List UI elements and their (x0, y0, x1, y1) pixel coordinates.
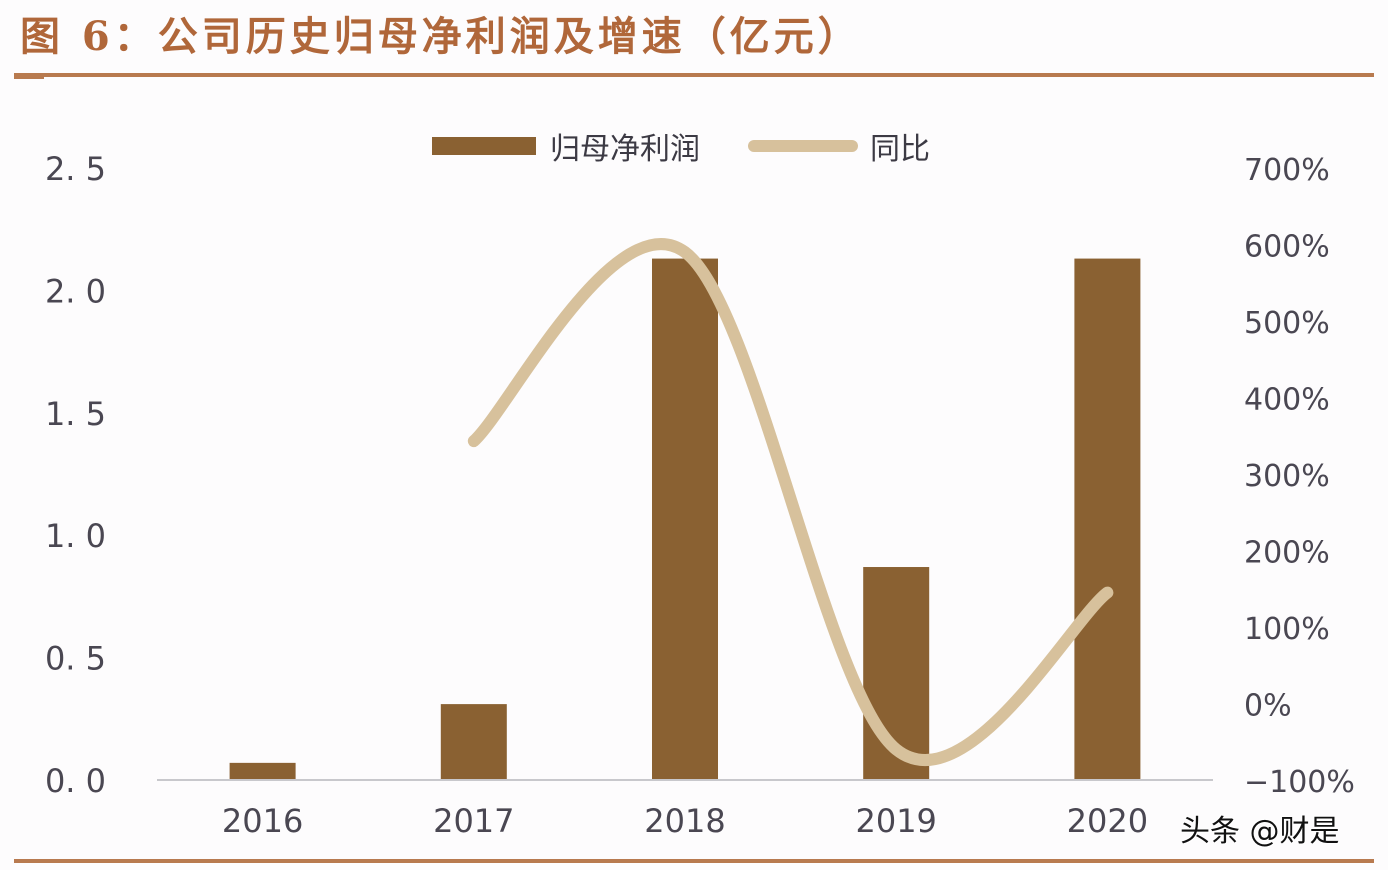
bottom-divider (14, 859, 1374, 863)
bar-2017 (440, 704, 507, 780)
y2-axis-tick-label: 400% (1244, 383, 1330, 418)
yoy-growth-line (467, 238, 1114, 766)
y-axis-tick-label: 1. 5 (45, 395, 106, 433)
y-axis-tick-label: 0. 5 (45, 640, 106, 678)
y2-axis-tick-label: 0% (1244, 689, 1292, 724)
y2-axis-tick-label: −100% (1244, 765, 1355, 800)
x-axis-tick-label: 2020 (1067, 802, 1148, 840)
watermark: 头条 @财是 (1180, 814, 1340, 849)
legend-bar-swatch (432, 137, 536, 155)
legend-line-swatch (748, 140, 858, 152)
y-axis-tick-label: 0. 0 (45, 762, 106, 800)
y2-axis-tick-label: 300% (1244, 459, 1330, 494)
y2-axis-tick-label: 100% (1244, 612, 1330, 647)
bar-2018 (652, 258, 718, 780)
top-divider (14, 73, 1374, 77)
x-axis-tick-label: 2016 (222, 802, 303, 840)
y2-axis-tick-label: 500% (1244, 306, 1330, 341)
x-axis-tick-label: 2018 (644, 802, 725, 840)
y2-axis-tick-label: 700% (1244, 153, 1330, 188)
bar-2020 (1074, 258, 1141, 780)
x-axis-tick-label: 2017 (433, 802, 514, 840)
y2-axis-tick-label: 200% (1244, 536, 1330, 571)
y2-axis-tick-label: 600% (1244, 230, 1330, 265)
top-divider-notch (14, 76, 44, 79)
legend-bar-label: 归母净利润 (550, 132, 700, 167)
y-axis-tick-label: 1. 0 (45, 517, 106, 555)
chart-title: 图 6：公司历史归母净利润及增速（亿元） (20, 13, 862, 60)
bar-2016 (229, 762, 296, 780)
y-axis-tick-label: 2. 5 (45, 150, 106, 188)
legend-line-label: 同比 (870, 132, 930, 167)
y-axis-tick-label: 2. 0 (45, 272, 106, 310)
legend: 归母净利润 同比 (432, 124, 930, 168)
x-axis-tick-label: 2019 (855, 802, 936, 840)
